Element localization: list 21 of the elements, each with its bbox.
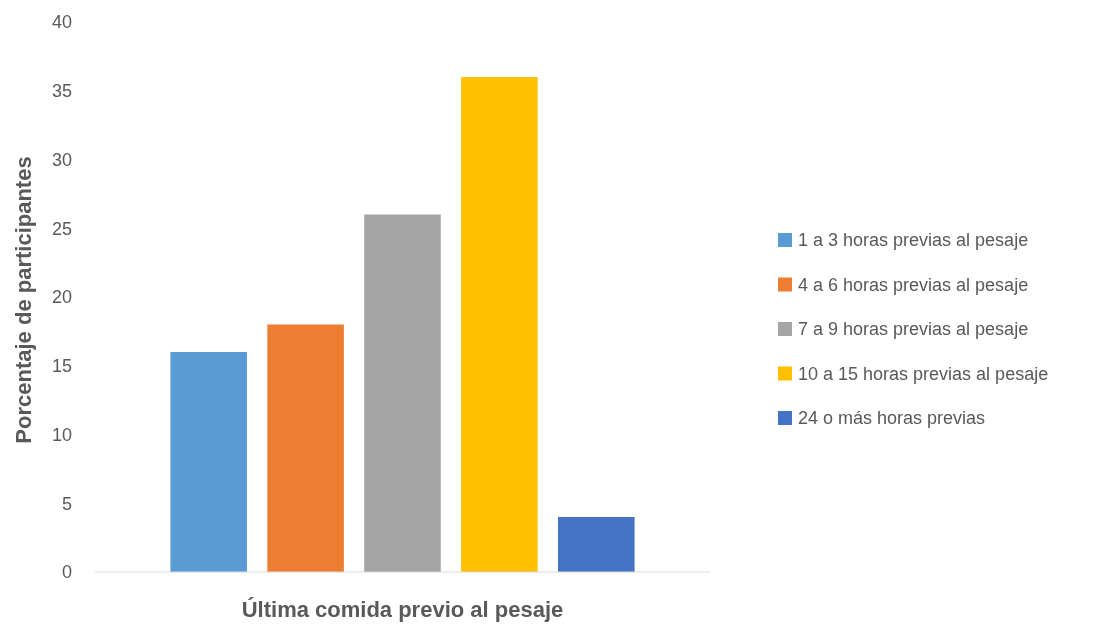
bar [461, 77, 538, 572]
legend-label: 4 a 6 horas previas al pesaje [798, 274, 1029, 295]
legend-label: 10 a 15 horas previas al pesaje [798, 363, 1049, 384]
bar [364, 214, 441, 572]
y-tick-label: 25 [51, 218, 72, 239]
legend-label: 24 o más horas previas [798, 408, 986, 429]
bar [267, 324, 344, 572]
y-tick-label: 30 [51, 149, 72, 170]
bar [558, 517, 635, 572]
y-tick-label: 40 [51, 12, 72, 33]
y-tick-label: 20 [51, 287, 72, 308]
y-tick-label: 35 [51, 81, 72, 102]
x-axis-title: Última comida previo al pesaje [241, 597, 564, 622]
y-tick-label: 15 [51, 356, 72, 377]
legend-label: 7 a 9 horas previas al pesaje [798, 319, 1029, 340]
y-tick-label: 0 [61, 562, 72, 583]
y-axis-title: Porcentaje de participantes [11, 156, 36, 444]
y-tick-label: 10 [51, 424, 72, 445]
legend-label: 1 a 3 horas previas al pesaje [798, 230, 1029, 251]
bar [170, 352, 247, 572]
y-tick-label: 5 [61, 493, 72, 514]
